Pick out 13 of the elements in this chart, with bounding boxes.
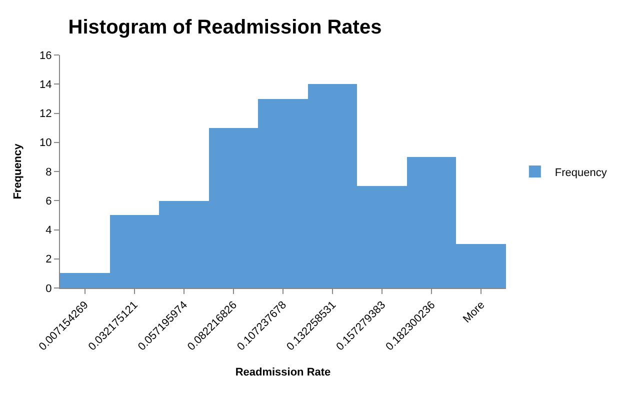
y-tick-label: 10: [40, 137, 52, 150]
y-axis-title: Frequency: [12, 142, 24, 200]
x-axis-title: Readmission Rate: [235, 366, 331, 378]
y-tick-label: 12: [40, 108, 52, 120]
y-tick-label: 8: [46, 166, 52, 178]
y-tick-label: 0: [46, 282, 52, 295]
legend-label: Frequency: [554, 166, 608, 179]
y-tick-label: 16: [40, 50, 52, 62]
chart-title: Histogram of Readmission Rates: [68, 16, 382, 39]
y-tick-label: 4: [46, 224, 52, 237]
y-tick-label: 2: [46, 254, 52, 266]
y-tick-label: 6: [46, 195, 52, 208]
y-tick-label: 14: [40, 78, 52, 91]
